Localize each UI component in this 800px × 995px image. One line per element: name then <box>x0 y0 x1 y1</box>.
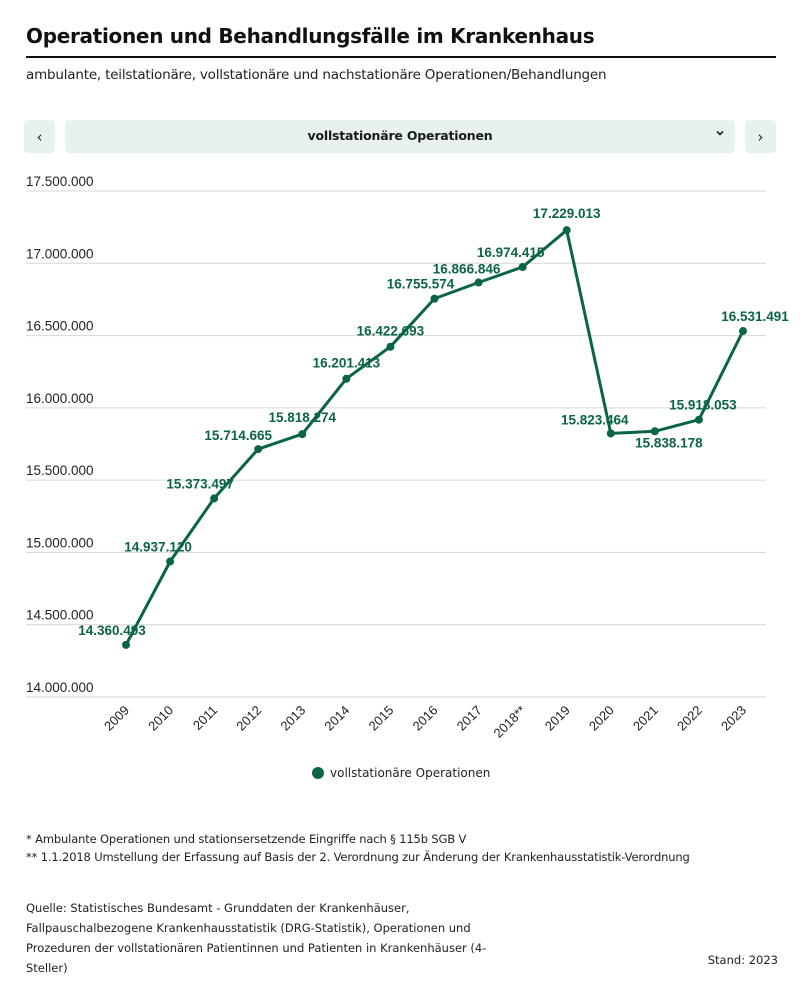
data-point[interactable] <box>342 374 351 383</box>
previous-series-button[interactable]: ‹ <box>24 120 55 153</box>
y-tick-label: 16.500.000 <box>26 319 94 334</box>
data-label: 16.422.693 <box>357 324 425 339</box>
chart-title: Operationen und Behandlungsfälle im Kran… <box>26 24 595 48</box>
data-label: 14.937.120 <box>124 540 192 555</box>
data-point[interactable] <box>122 640 130 649</box>
legend-marker-icon <box>312 767 324 779</box>
x-tick-label: 2010 <box>145 703 176 734</box>
data-label: 16.201.413 <box>313 356 381 371</box>
stand-date: Stand: 2023 <box>707 953 778 967</box>
x-tick-label: 2023 <box>718 703 749 734</box>
data-label: 16.531.491 <box>721 309 789 324</box>
y-tick-label: 14.500.000 <box>26 608 94 623</box>
x-tick-label: 2020 <box>586 703 617 734</box>
data-point[interactable] <box>694 415 703 424</box>
next-series-button[interactable]: › <box>745 120 776 153</box>
footnote-1: * Ambulante Operationen und stationserse… <box>26 832 467 846</box>
y-tick-label: 17.500.000 <box>26 174 94 189</box>
series-select[interactable]: vollstationäre Operationen <box>65 120 735 153</box>
line-chart: 14.000.000 14.500.000 15.000.000 15.500.000… <box>26 174 789 741</box>
x-tick-label: 2009 <box>101 703 132 734</box>
data-label: 15.714.665 <box>204 428 272 443</box>
data-label: 16.974.415 <box>477 245 545 260</box>
y-tick-label: 14.000.000 <box>26 680 94 695</box>
x-tick-label: 2022 <box>674 703 705 734</box>
data-label: 17.229.013 <box>533 206 601 221</box>
data-point[interactable] <box>562 226 571 235</box>
data-label: 16.866.846 <box>433 262 501 277</box>
data-point[interactable] <box>298 430 307 439</box>
data-label: 15.818.274 <box>268 410 336 425</box>
data-point[interactable] <box>386 342 395 351</box>
data-point[interactable] <box>650 427 659 436</box>
x-tick-label: 2012 <box>233 703 264 734</box>
legend-label: vollstationäre Operationen <box>330 766 491 780</box>
data-point[interactable] <box>210 494 219 503</box>
y-tick-label: 15.000.000 <box>26 535 94 550</box>
title-divider <box>26 56 776 58</box>
x-tick-label: 2013 <box>277 703 308 734</box>
data-point[interactable] <box>739 327 747 336</box>
legend[interactable]: vollstationäre Operationen <box>312 766 490 780</box>
data-label: 16.755.574 <box>387 277 455 292</box>
data-point[interactable] <box>606 429 615 438</box>
chevron-down-icon <box>715 127 725 141</box>
y-tick-label: 16.000.000 <box>26 391 94 406</box>
data-point[interactable] <box>166 557 175 566</box>
footnote-2: ** 1.1.2018 Umstellung der Erfassung auf… <box>26 850 690 864</box>
chevron-left-icon: ‹ <box>36 127 43 146</box>
data-label: 14.360.493 <box>78 623 146 638</box>
x-tick-label: 2019 <box>542 703 573 734</box>
x-tick-label: 2021 <box>630 703 661 734</box>
data-label: 15.838.178 <box>635 435 703 450</box>
data-point[interactable] <box>474 278 483 287</box>
x-tick-label: 2014 <box>321 703 352 734</box>
data-label: 15.373.497 <box>166 476 234 491</box>
data-label: 15.918.053 <box>669 398 737 413</box>
chart-subtitle: ambulante, teilstationäre, vollstationär… <box>26 67 607 83</box>
y-tick-label: 15.500.000 <box>26 463 94 478</box>
data-point[interactable] <box>518 262 527 271</box>
x-tick-label: 2017 <box>454 703 485 734</box>
x-tick-label: 2016 <box>410 703 441 734</box>
x-tick-label: 2015 <box>365 703 396 734</box>
series-select-value: vollstationäre Operationen <box>307 128 493 143</box>
data-label: 15.823.464 <box>561 412 629 427</box>
source-note: Quelle: Statistisches Bundesamt - Grundd… <box>26 901 487 975</box>
x-tick-label: 2018** <box>491 703 529 741</box>
y-tick-label: 17.000.000 <box>26 246 94 261</box>
data-point[interactable] <box>430 294 439 303</box>
x-tick-label: 2011 <box>190 703 220 733</box>
data-point[interactable] <box>254 445 263 454</box>
chevron-right-icon: › <box>757 127 764 146</box>
